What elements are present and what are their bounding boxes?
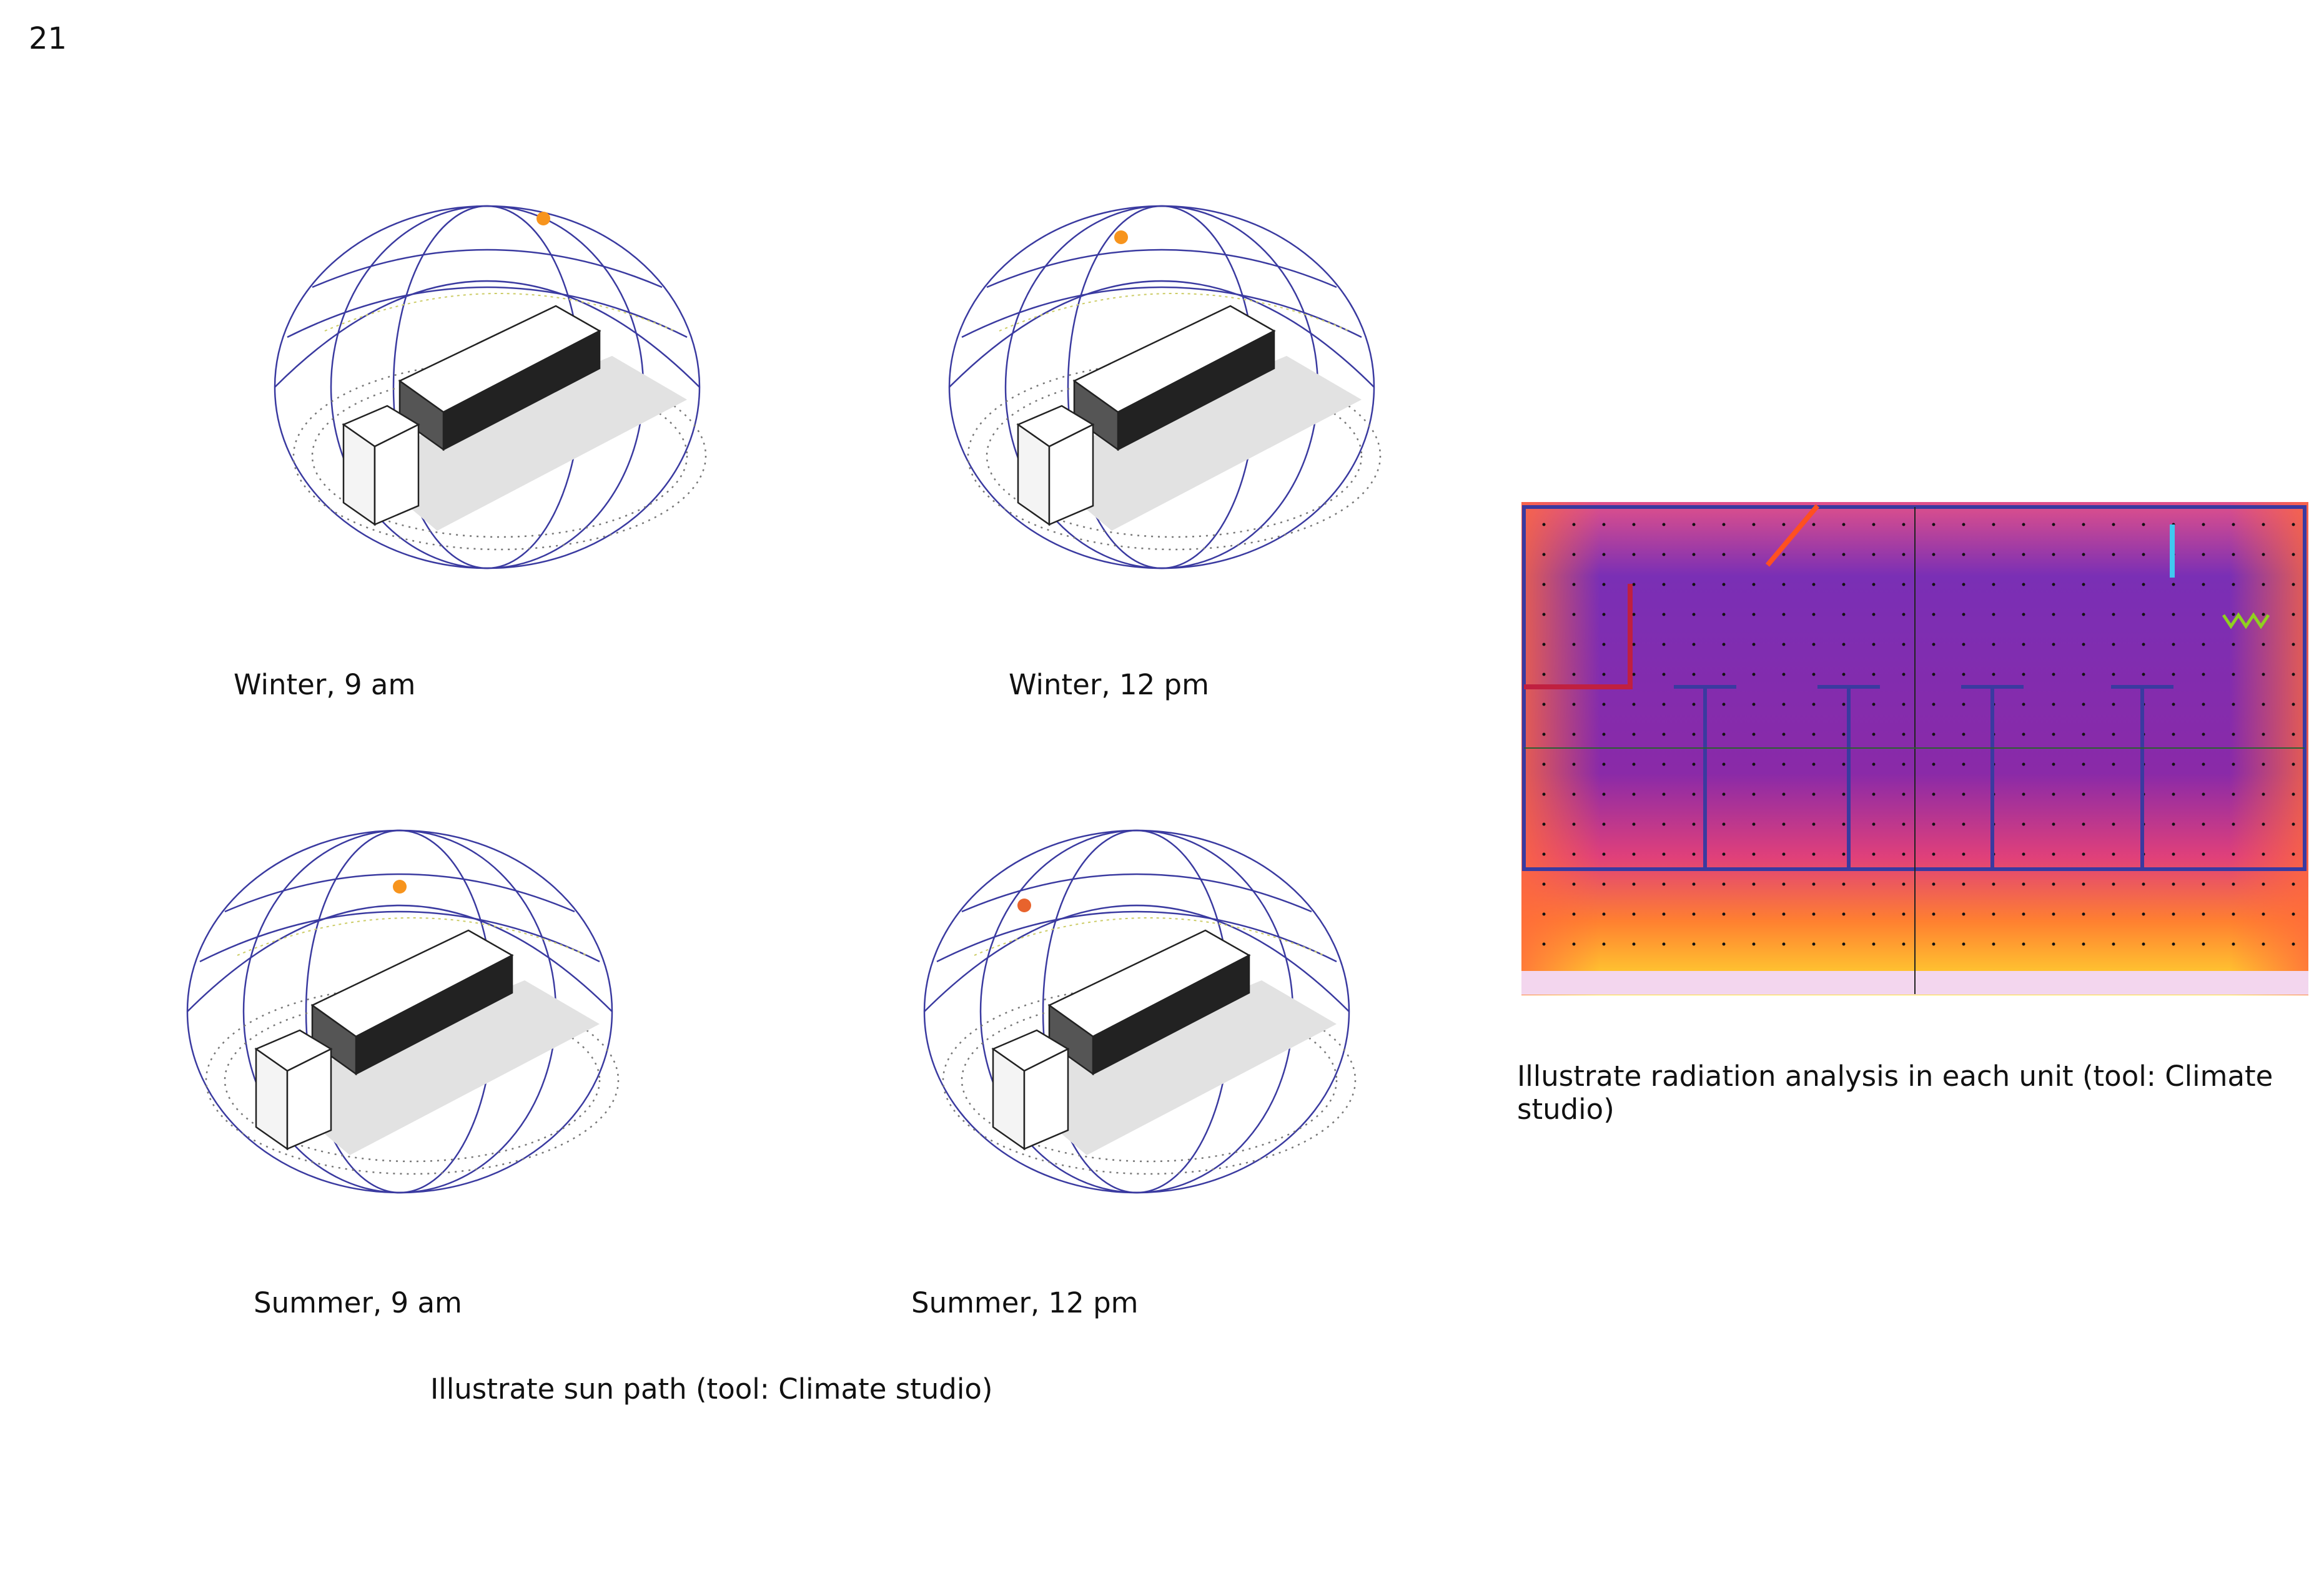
- page-number: 21: [29, 21, 67, 56]
- caption: Illustrate sun path (tool: Climate studi…: [430, 1372, 993, 1406]
- sun-path-summer-9am: [186, 829, 620, 1194]
- sun-path-summer-12pm: [923, 829, 1357, 1194]
- radiation-heatmap: [1521, 502, 2308, 995]
- image-label: Summer, 12 pm: [911, 1286, 1139, 1319]
- sun-path-winter-9am: [274, 205, 707, 569]
- caption: Illustrate radiation analysis in each un…: [1517, 1060, 2273, 1126]
- image-label: Summer, 9 am: [254, 1286, 462, 1319]
- image-label: Winter, 9 am: [234, 668, 416, 701]
- sun-path-winter-12pm: [948, 205, 1382, 569]
- image-label: Winter, 12 pm: [1009, 668, 1209, 701]
